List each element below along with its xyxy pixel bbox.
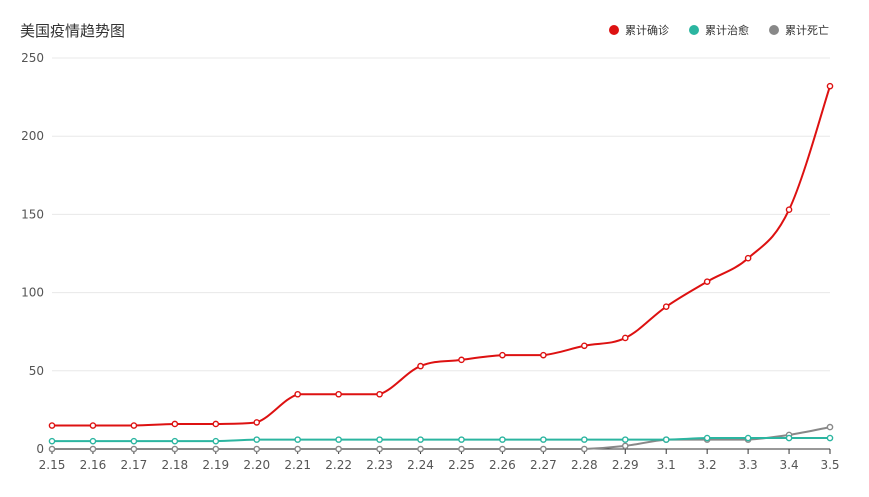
data-point-deaths bbox=[581, 445, 588, 453]
data-point-cured bbox=[294, 436, 301, 443]
series-line-deaths bbox=[52, 426, 831, 450]
data-point-confirmed bbox=[171, 420, 179, 428]
x-tick-label: 3.1 bbox=[657, 458, 676, 472]
legend-item-confirmed[interactable]: 累计确诊 bbox=[609, 22, 669, 38]
x-tick-label: 2.18 bbox=[161, 458, 188, 472]
x-tick-label: 2.19 bbox=[202, 458, 229, 472]
x-tick-label: 2.25 bbox=[448, 458, 475, 472]
y-tick-label: 250 bbox=[21, 51, 44, 65]
data-point-cured bbox=[703, 434, 711, 442]
x-tick-label: 3.2 bbox=[698, 458, 717, 472]
legend-label-confirmed: 累计确诊 bbox=[625, 24, 669, 37]
data-point-confirmed bbox=[744, 254, 752, 262]
data-point-deaths bbox=[48, 445, 56, 453]
data-point-deaths bbox=[826, 423, 834, 431]
x-tick-label: 2.28 bbox=[571, 458, 598, 472]
y-tick-label: 150 bbox=[21, 207, 44, 221]
data-point-deaths bbox=[335, 445, 342, 453]
data-point-cured bbox=[662, 436, 670, 443]
data-point-confirmed bbox=[48, 422, 56, 429]
data-point-cured bbox=[253, 436, 261, 443]
y-tick-label: 0 bbox=[36, 442, 44, 456]
data-point-cured bbox=[89, 437, 97, 445]
x-tick-label: 2.22 bbox=[325, 458, 352, 472]
data-point-deaths bbox=[171, 445, 179, 453]
data-point-confirmed bbox=[540, 351, 547, 359]
x-tick-label: 2.23 bbox=[366, 458, 393, 472]
data-point-confirmed bbox=[212, 420, 220, 428]
data-point-cured bbox=[826, 434, 834, 442]
x-tick-label: 3.4 bbox=[780, 458, 799, 472]
x-tick-label: 2.20 bbox=[243, 458, 270, 472]
data-point-deaths bbox=[540, 445, 547, 453]
legend-item-cured[interactable]: 累计治愈 bbox=[689, 22, 749, 38]
y-tick-label: 50 bbox=[29, 364, 44, 378]
data-point-confirmed bbox=[253, 419, 261, 426]
x-tick-label: 2.17 bbox=[121, 458, 148, 472]
data-point-cured bbox=[417, 436, 424, 443]
x-tick-label: 3.3 bbox=[739, 458, 758, 472]
data-point-deaths bbox=[130, 445, 138, 453]
data-point-cured bbox=[744, 434, 752, 442]
data-point-cured bbox=[540, 436, 547, 443]
data-point-confirmed bbox=[499, 351, 506, 359]
legend: 累计确诊 累计治愈 累计死亡 bbox=[609, 22, 829, 38]
data-point-cured bbox=[130, 437, 138, 445]
data-point-deaths bbox=[212, 445, 220, 453]
x-tick-label: 2.24 bbox=[407, 458, 434, 472]
x-tick-label: 3.5 bbox=[820, 458, 839, 472]
x-tick-label: 2.29 bbox=[612, 458, 639, 472]
data-point-cured bbox=[376, 436, 383, 443]
data-point-confirmed bbox=[294, 390, 301, 398]
data-point-deaths bbox=[89, 445, 97, 453]
data-point-cured bbox=[212, 437, 220, 445]
series-line-confirmed bbox=[52, 85, 831, 427]
data-point-confirmed bbox=[826, 82, 834, 90]
data-point-cured bbox=[621, 436, 629, 443]
data-point-confirmed bbox=[89, 422, 97, 429]
data-point-deaths bbox=[499, 445, 506, 453]
x-tick-label: 2.21 bbox=[284, 458, 311, 472]
data-point-deaths bbox=[621, 442, 629, 450]
y-tick-label: 200 bbox=[21, 129, 44, 143]
data-point-deaths bbox=[417, 445, 424, 453]
x-tick-label: 2.27 bbox=[530, 458, 557, 472]
x-tick-label: 2.26 bbox=[489, 458, 516, 472]
y-tick-label: 100 bbox=[21, 286, 44, 300]
data-point-deaths bbox=[294, 445, 301, 453]
data-point-confirmed bbox=[376, 390, 383, 398]
data-point-cured bbox=[581, 436, 588, 443]
legend-dot-cured bbox=[689, 25, 699, 35]
x-tick-label: 2.16 bbox=[80, 458, 107, 472]
data-point-confirmed bbox=[621, 334, 629, 342]
legend-label-deaths: 累计死亡 bbox=[785, 24, 829, 37]
data-point-cured bbox=[171, 437, 179, 445]
data-point-confirmed bbox=[458, 356, 465, 364]
legend-label-cured: 累计治愈 bbox=[705, 24, 749, 37]
data-point-confirmed bbox=[130, 422, 138, 429]
data-point-confirmed bbox=[662, 303, 670, 310]
legend-dot-deaths bbox=[769, 25, 779, 35]
data-point-confirmed bbox=[581, 342, 588, 350]
data-point-confirmed bbox=[335, 390, 342, 398]
data-point-deaths bbox=[376, 445, 383, 453]
legend-item-deaths[interactable]: 累计死亡 bbox=[769, 22, 829, 38]
chart-title: 美国疫情趋势图 bbox=[20, 22, 126, 40]
data-point-cured bbox=[48, 437, 56, 445]
data-point-confirmed bbox=[703, 278, 711, 285]
data-point-cured bbox=[458, 436, 465, 443]
data-point-cured bbox=[499, 436, 506, 443]
data-point-cured bbox=[335, 436, 342, 443]
series-line-cured bbox=[52, 437, 830, 443]
data-point-deaths bbox=[458, 445, 465, 453]
x-tick-label: 2.15 bbox=[39, 458, 66, 472]
legend-dot-confirmed bbox=[609, 25, 619, 35]
data-point-cured bbox=[785, 434, 793, 442]
data-point-confirmed bbox=[785, 206, 793, 214]
data-point-deaths bbox=[253, 445, 261, 453]
data-point-confirmed bbox=[417, 362, 424, 370]
